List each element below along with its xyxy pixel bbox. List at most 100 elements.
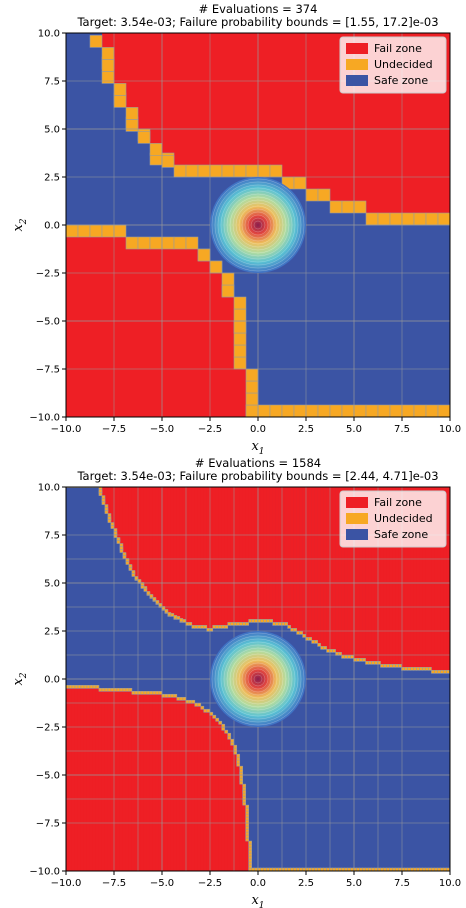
undecided-cell [365, 661, 369, 665]
legend-swatch [346, 529, 368, 540]
undecided-cell [371, 661, 375, 665]
fail-zone-cell [434, 487, 438, 671]
undecided-cell [161, 155, 175, 168]
x-tick-label: −5.0 [150, 424, 174, 435]
fail-zone-cell [254, 487, 258, 620]
undecided-cell [251, 619, 255, 623]
y-axis-label-group: x2 [11, 218, 29, 231]
chart-panel-2: # Evaluations = 1584 Target: 3.54e-03; Fa… [0, 454, 466, 908]
fail-zone-cell [203, 712, 208, 871]
fail-zone-cell [330, 33, 343, 201]
fail-zone-cell [380, 487, 384, 665]
fail-zone-cell [167, 697, 172, 871]
undecided-cell [362, 658, 366, 662]
fail-zone-cell [152, 694, 157, 871]
undecided-cell [197, 625, 202, 629]
undecided-cell [245, 828, 250, 833]
fail-zone-cell [302, 487, 306, 635]
undecided-cell [191, 625, 196, 629]
undecided-cell [98, 492, 103, 496]
undecided-cell [66, 33, 79, 34]
fail-zone-cell [104, 487, 109, 509]
fail-zone-cell [446, 487, 450, 671]
y-tick-label: −7.5 [36, 365, 60, 376]
undecided-cell [305, 188, 319, 202]
fail-zone-cell [110, 691, 115, 871]
fail-zone-cell [278, 487, 282, 623]
density-contour-ring [226, 193, 290, 257]
fail-zone-cell [246, 33, 259, 165]
fail-zone-cell [188, 703, 193, 871]
undecided-cell [245, 392, 259, 406]
density-contour-ring [232, 199, 284, 251]
density-contour-ring [214, 635, 302, 723]
undecided-cell [323, 646, 327, 650]
undecided-cell [437, 404, 450, 417]
undecided-cell [152, 597, 157, 601]
undecided-cell [119, 546, 124, 550]
undecided-cell [248, 846, 253, 851]
x-tick-label: −10.0 [51, 424, 82, 435]
undecided-cell [329, 404, 343, 417]
undecided-cell [92, 684, 97, 689]
undecided-cell [341, 200, 355, 214]
fail-zone-cell [77, 688, 82, 871]
undecided-cell [158, 603, 163, 607]
fail-zone-cell [293, 487, 297, 629]
y-axis-label-main: x [11, 224, 26, 232]
undecided-cell [176, 616, 181, 620]
undecided-cell [317, 404, 331, 417]
y-tick-label: 10.0 [38, 483, 60, 494]
undecided-cell [389, 664, 393, 668]
fail-zone-cell [114, 33, 127, 93]
undecided-cell [236, 762, 241, 767]
undecided-cell [425, 212, 439, 226]
undecided-cell [107, 513, 112, 517]
undecided-cell [227, 622, 232, 626]
fail-zone-cell [326, 487, 330, 650]
undecided-cell [173, 615, 178, 619]
fail-zone-cell [150, 33, 163, 153]
fail-zone-cell [356, 487, 360, 659]
undecided-cell [233, 296, 247, 310]
fail-zone-cell [404, 487, 408, 668]
undecided-cell [119, 549, 124, 553]
undecided-cell [149, 594, 154, 598]
undecided-cell [284, 622, 288, 626]
x-tick-label: 5.0 [346, 878, 362, 889]
fail-zone-cell [206, 712, 211, 871]
fail-zone-cell [218, 487, 223, 626]
fail-zone-cell [143, 694, 148, 871]
undecided-cell [224, 625, 229, 629]
fail-zone-cell [101, 691, 106, 871]
undecided-cell [221, 284, 235, 298]
y-axis-label-group: x2 [11, 672, 29, 685]
undecided-cell [434, 670, 438, 674]
fail-zone-cell [260, 487, 264, 620]
fail-zone-cell [113, 691, 118, 871]
fail-zone-cell [191, 487, 196, 626]
fail-zone-cell [258, 33, 271, 165]
chart-subtitle: Target: 3.54e-03; Failure probability bo… [76, 469, 438, 483]
undecided-cell [413, 404, 427, 417]
undecided-cell [89, 684, 94, 689]
undecided-cell [299, 631, 303, 635]
undecided-cell [89, 224, 103, 238]
chart-title: # Evaluations = 374 [199, 2, 318, 16]
undecided-cell [245, 807, 250, 812]
undecided-cell [152, 690, 157, 695]
undecided-cell [197, 164, 211, 178]
x-axis-label-main: x [251, 893, 259, 908]
fail-zone-cell [383, 487, 387, 665]
y-axis-label: x2 [11, 218, 29, 231]
undecided-cell [221, 625, 226, 629]
undecided-cell [137, 236, 151, 250]
undecided-cell [428, 667, 432, 671]
legend-swatch [346, 75, 368, 86]
fail-zone-cell [242, 487, 247, 623]
fail-zone-cell [282, 33, 295, 177]
undecided-cell [248, 843, 253, 848]
undecided-cell [236, 756, 241, 761]
fail-zone-cell [425, 487, 429, 668]
undecided-cell [245, 822, 250, 827]
